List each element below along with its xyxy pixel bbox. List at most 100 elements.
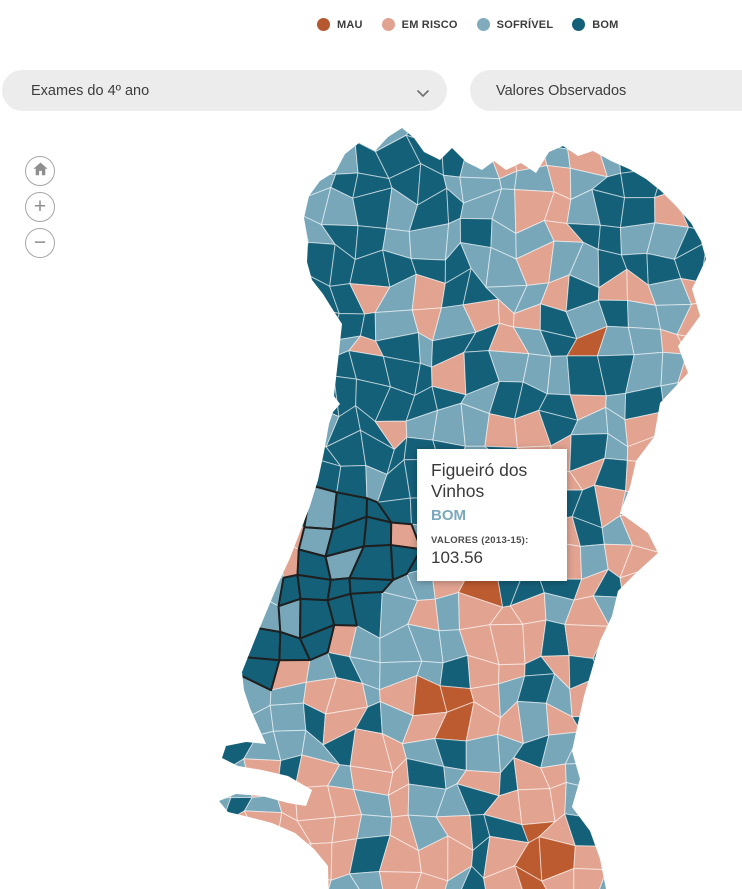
municipality[interactable] [190,278,232,301]
municipality[interactable] [700,406,742,440]
municipality[interactable] [699,593,741,638]
municipality[interactable] [730,324,742,364]
municipality[interactable] [187,321,231,370]
municipality[interactable] [349,871,385,889]
municipality[interactable] [730,599,742,636]
municipality[interactable] [654,167,680,198]
municipality[interactable] [738,145,742,179]
municipality[interactable] [194,540,232,581]
municipality[interactable] [619,648,658,694]
municipality[interactable] [241,108,285,147]
municipality[interactable] [678,840,704,871]
municipality[interactable] [654,190,690,228]
municipality[interactable] [688,864,713,889]
municipality[interactable] [649,761,688,789]
municipality[interactable] [194,565,230,607]
municipality[interactable] [619,490,665,517]
municipality[interactable] [245,305,281,340]
municipality[interactable] [193,216,232,255]
municipality[interactable] [657,502,678,516]
municipality[interactable] [300,874,332,889]
municipality[interactable] [698,486,734,524]
municipality[interactable] [245,460,287,495]
municipality[interactable] [220,486,247,518]
municipality[interactable] [620,621,664,656]
municipality[interactable] [676,486,715,523]
legend-item-bom[interactable]: BOM [572,18,618,31]
municipality[interactable] [621,867,660,889]
municipality[interactable] [273,190,309,217]
municipality-highlighted[interactable] [326,592,358,627]
municipality[interactable] [255,382,280,411]
municipality[interactable] [483,865,524,889]
municipality[interactable] [296,354,335,391]
municipality[interactable] [599,819,632,850]
municipality[interactable] [655,434,687,476]
municipality[interactable] [227,460,260,495]
municipality[interactable] [187,445,229,474]
municipality[interactable] [653,807,680,851]
municipality[interactable] [253,407,284,444]
municipality[interactable] [216,216,255,249]
municipality[interactable] [245,322,281,362]
legend-item-sofrível[interactable]: SOFRÍVEL [476,18,554,31]
municipality[interactable] [226,655,243,680]
municipality[interactable] [700,784,734,824]
municipality[interactable] [282,439,310,474]
municipality[interactable] [705,459,734,502]
municipality[interactable] [675,741,705,763]
municipality[interactable] [673,514,712,543]
municipality[interactable] [253,245,287,281]
municipality[interactable] [632,714,657,744]
municipality[interactable] [620,596,664,629]
municipality[interactable] [197,148,223,179]
municipality[interactable] [188,755,232,799]
municipality[interactable] [215,409,257,451]
municipality[interactable] [517,788,556,826]
municipality[interactable] [271,402,308,449]
legend-item-mau[interactable]: MAU [317,18,363,31]
municipality[interactable] [673,634,717,664]
municipality[interactable] [564,624,611,659]
municipality[interactable] [250,213,287,250]
home-button[interactable] [25,156,55,186]
municipality[interactable] [700,241,741,284]
municipality[interactable] [441,111,470,148]
municipality[interactable] [730,547,742,581]
municipality[interactable] [541,867,575,889]
municipality[interactable] [195,109,223,151]
municipality[interactable] [659,404,692,451]
municipality[interactable] [702,541,738,582]
municipality[interactable] [699,754,734,795]
municipality[interactable] [275,843,312,878]
municipality[interactable] [187,842,230,871]
municipality[interactable] [729,460,742,501]
municipality[interactable] [698,188,740,235]
municipality[interactable] [675,708,719,746]
municipality[interactable] [458,865,489,889]
municipality[interactable] [630,785,655,823]
municipality[interactable] [701,294,733,340]
municipality[interactable] [673,593,716,639]
municipality[interactable] [191,797,232,825]
municipality[interactable] [269,702,307,732]
municipality[interactable] [674,226,717,260]
municipality[interactable] [573,867,608,889]
municipality-highlighted[interactable] [362,515,393,548]
municipality[interactable] [735,675,742,706]
municipality[interactable] [653,114,689,148]
municipality[interactable] [189,403,216,449]
municipality[interactable] [655,463,686,504]
municipality[interactable] [273,213,309,250]
municipality[interactable] [227,321,259,365]
municipality[interactable] [730,358,742,388]
municipality[interactable] [699,381,733,410]
municipality[interactable] [660,382,692,412]
municipality[interactable] [269,322,310,356]
municipality[interactable] [680,656,718,683]
municipality[interactable] [439,865,473,889]
municipality[interactable] [455,111,494,143]
municipality[interactable] [303,336,332,361]
municipality[interactable] [653,847,692,871]
